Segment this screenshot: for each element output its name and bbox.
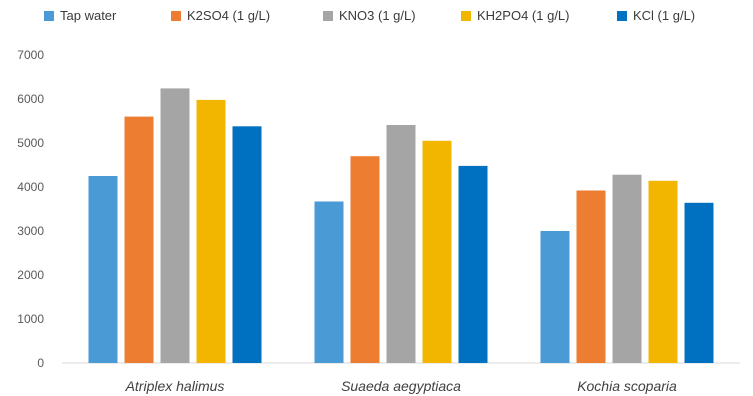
legend-swatch: [171, 10, 181, 21]
bar: [540, 231, 570, 363]
y-tick-label: 7000: [17, 48, 44, 62]
bar: [576, 190, 606, 363]
bar: [350, 156, 380, 363]
x-category-label: Kochia scoparia: [577, 378, 677, 394]
bar: [232, 126, 262, 363]
bar: [648, 180, 678, 363]
y-tick-label: 5000: [17, 136, 44, 150]
bar: [88, 176, 118, 363]
legend-label: KNO3 (1 g/L): [339, 8, 416, 23]
legend-item-k2so4: K2SO4 (1 g/L): [171, 8, 270, 23]
chart-legend: Tap water K2SO4 (1 g/L) KNO3 (1 g/L) KH2…: [0, 0, 753, 34]
bar: [612, 174, 642, 363]
legend-label: K2SO4 (1 g/L): [187, 8, 271, 23]
y-tick-label: 6000: [17, 92, 44, 106]
legend-swatch: [617, 10, 627, 21]
bar: [314, 201, 344, 363]
legend-label: Tap water: [60, 8, 117, 23]
legend-item-kno3: KNO3 (1 g/L): [323, 8, 416, 23]
bar: [422, 140, 452, 363]
y-tick-label: 3000: [17, 224, 44, 238]
legend-item-kh2po4: KH2PO4 (1 g/L): [461, 8, 570, 23]
legend-swatch: [323, 10, 333, 21]
legend-label: KH2PO4 (1 g/L): [477, 8, 570, 23]
legend-item-kcl: KCl (1 g/L): [617, 8, 695, 23]
y-tick-label: 0: [37, 356, 44, 370]
bar: [160, 88, 190, 364]
bar: [386, 125, 416, 363]
y-tick-label: 4000: [17, 180, 44, 194]
legend-swatch: [461, 10, 471, 21]
bar-series-group: [88, 88, 714, 364]
bar: [124, 116, 154, 363]
legend-swatch: [44, 10, 54, 21]
bar: [196, 99, 226, 364]
x-category-label: Atriplex halimus: [125, 378, 225, 394]
bar: [458, 165, 488, 363]
y-tick-label: 2000: [17, 268, 44, 282]
bar: [684, 202, 714, 363]
legend-label: KCl (1 g/L): [633, 8, 696, 23]
x-axis-category-labels: Atriplex halimus Suaeda aegyptiaca Kochia …: [125, 378, 677, 394]
x-category-label: Suaeda aegyptiaca: [341, 378, 461, 394]
y-tick-label: 1000: [17, 312, 44, 326]
legend-item-tap-water: Tap water: [44, 8, 116, 23]
y-axis-tick-labels: 0 1000 2000 3000 4000 5000 6000 7000: [17, 48, 44, 370]
